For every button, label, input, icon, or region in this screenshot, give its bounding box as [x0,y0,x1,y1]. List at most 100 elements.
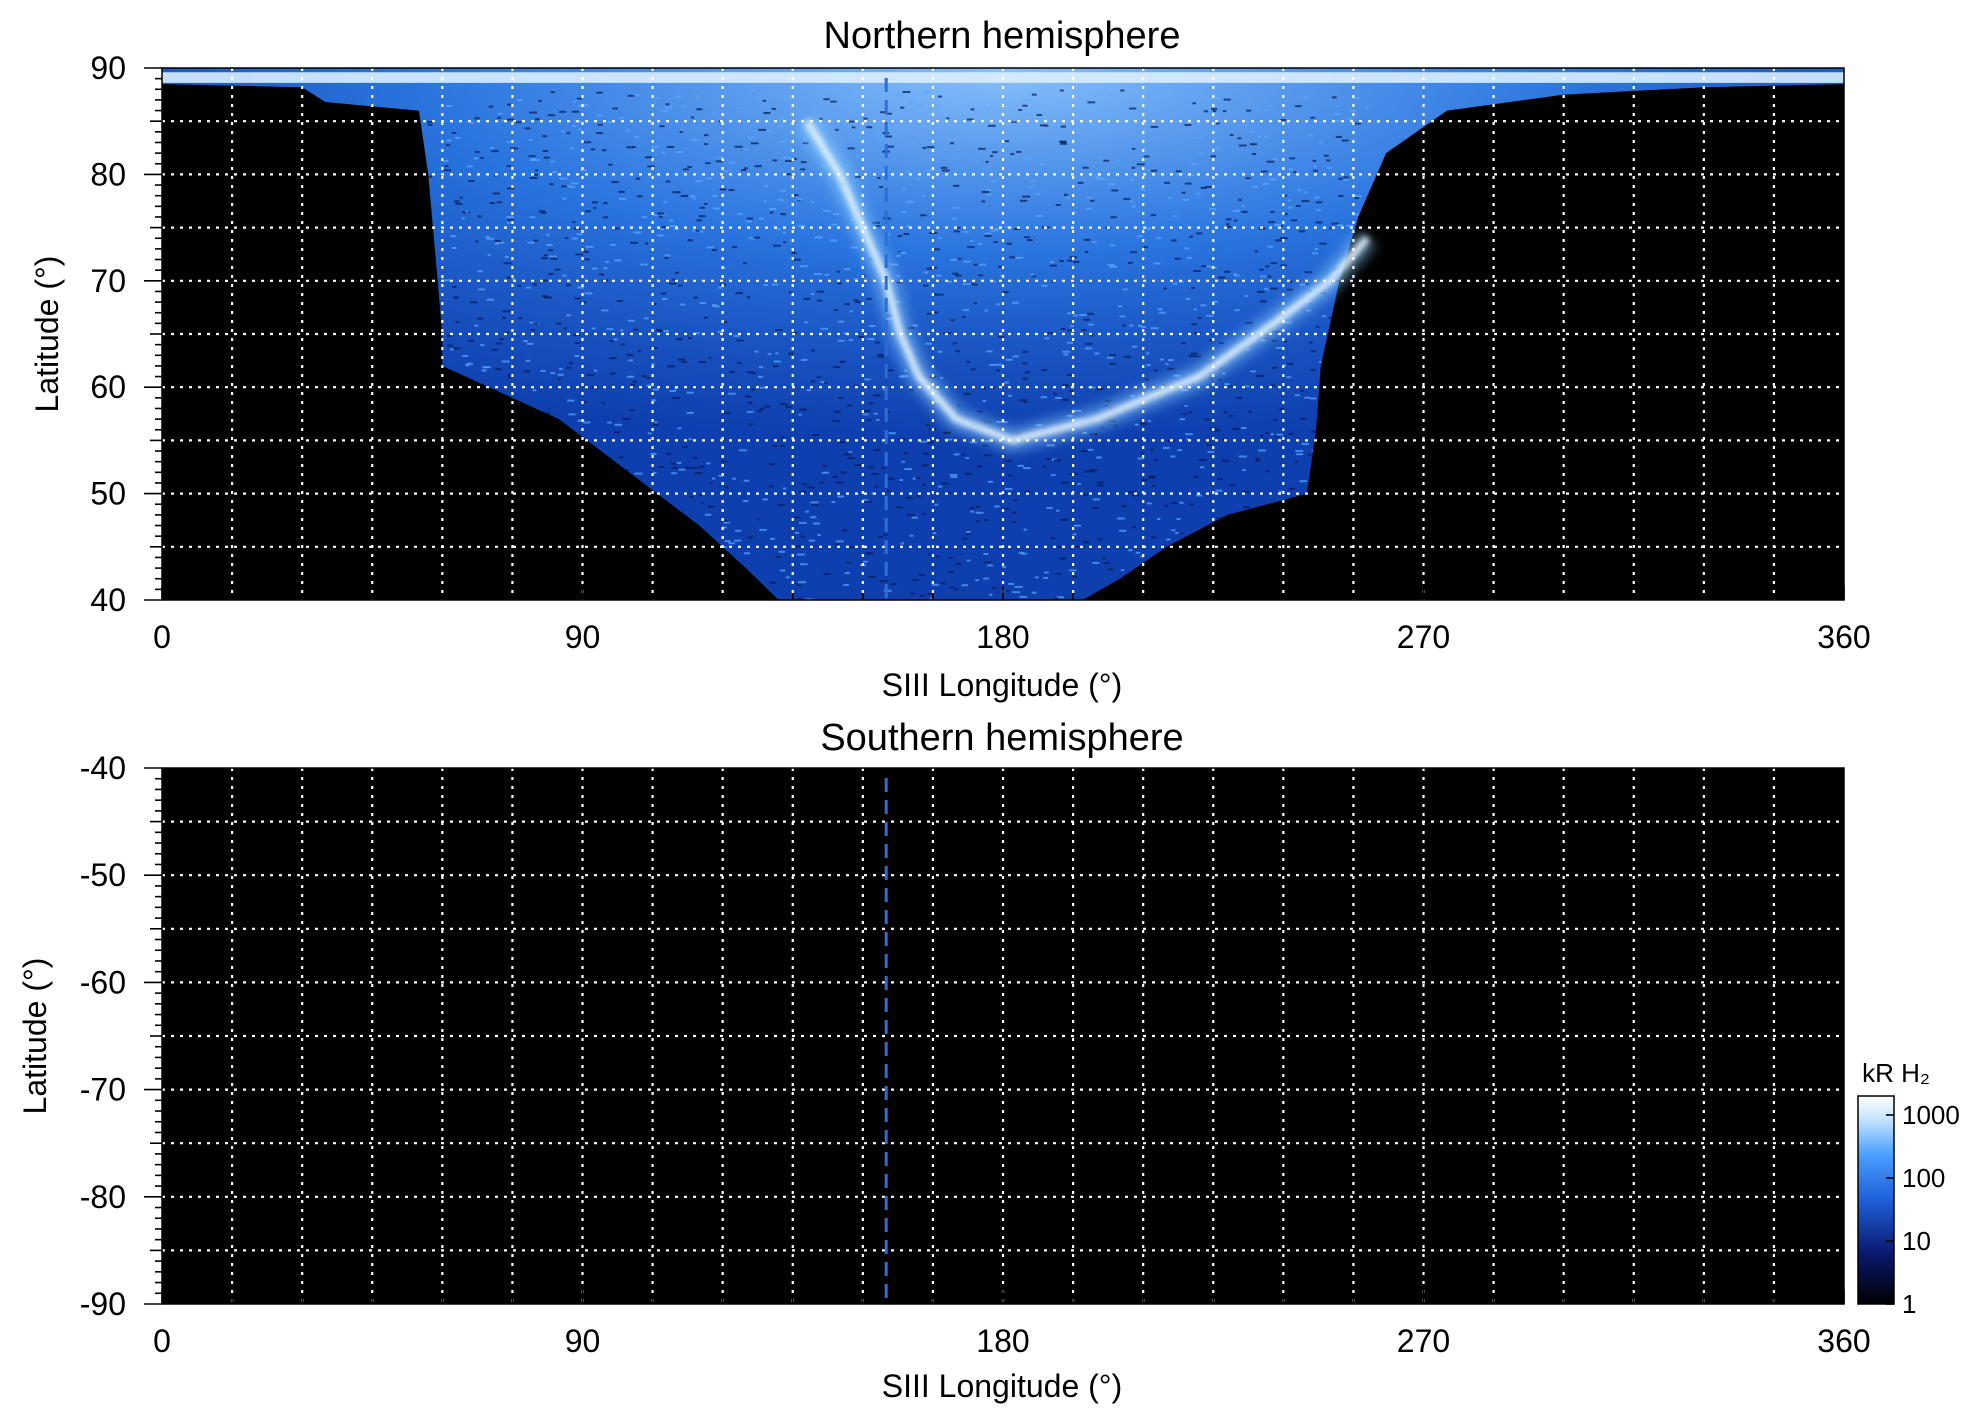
speckle [1310,397,1317,400]
speckle [1168,196,1172,199]
speckle [538,100,542,102]
speckle [1296,205,1301,207]
speckle [1354,197,1360,200]
speckle [906,496,913,499]
speckle [540,369,546,372]
speckle [561,185,568,188]
speckle [671,472,677,475]
speckle [840,360,847,363]
speckle [653,472,657,474]
speckle [601,402,605,405]
speckle [647,432,652,435]
speckle [874,225,881,227]
speckle [545,233,550,236]
speckle [670,462,677,465]
speckle [1055,397,1062,399]
speckle [978,274,983,277]
southern-grid [162,768,1844,1304]
speckle [908,100,916,103]
speckle [699,302,706,305]
speckle [1237,137,1242,140]
speckle [1263,135,1270,138]
speckle [758,375,763,378]
speckle [451,132,457,134]
speckle [564,237,569,240]
speckle [1023,236,1030,239]
speckle [542,295,549,298]
speckle [875,341,880,344]
speckle [627,375,634,378]
speckle [1212,300,1218,303]
speckle [1137,324,1142,327]
speckle [1094,433,1099,436]
speckle [1309,341,1313,344]
speckle [632,93,640,96]
speckle [1293,171,1297,174]
speckle [1164,181,1170,184]
speckle [1254,250,1258,253]
speckle [1044,337,1050,340]
speckle [557,378,562,381]
speckle [1128,491,1136,494]
speckle [984,232,992,235]
speckle [940,376,944,379]
speckle [1331,222,1340,225]
speckle [461,217,465,220]
speckle [853,299,859,302]
speckle [1245,177,1251,180]
speckle [628,359,633,362]
speckle [936,274,942,277]
speckle [657,234,661,237]
speckle [629,409,635,412]
speckle [641,375,647,378]
speckle [1279,224,1284,227]
speckle [1143,246,1148,249]
speckle [1022,362,1028,365]
speckle [740,94,747,97]
speckle [554,268,561,271]
speckle [802,483,807,486]
speckle [1023,401,1028,403]
speckle [773,365,779,368]
speckle [572,221,576,224]
speckle [786,173,791,176]
speckle [1167,359,1174,362]
speckle [570,182,579,185]
speckle [533,159,541,161]
speckle [867,419,872,422]
speckle [926,146,935,149]
speckle [744,148,749,151]
speckle [799,89,804,92]
speckle [981,191,990,193]
speckle [654,97,659,100]
speckle [1255,459,1261,462]
speckle [578,128,582,131]
speckle [1150,104,1157,107]
speckle [566,132,571,135]
speckle [672,397,681,400]
speckle [1137,457,1144,460]
speckle [837,495,844,498]
speckle [910,592,915,595]
speckle [883,589,892,592]
speckle [632,146,636,148]
speckle [777,198,784,201]
speckle [682,446,688,448]
speckle [733,334,740,337]
speckle [873,412,878,415]
southern-ytick-label--80: -80 [80,1179,126,1215]
speckle [937,95,943,98]
speckle [1131,166,1136,169]
speckle [531,157,536,160]
speckle [780,213,787,216]
speckle [555,322,562,325]
speckle [523,340,528,343]
southern-ytick-label--70: -70 [80,1072,126,1108]
speckle [1184,247,1190,250]
speckle [574,355,580,357]
speckle [883,533,888,536]
speckle [1222,438,1226,441]
speckle [455,202,463,205]
speckle [721,520,730,523]
speckle [1181,342,1186,345]
